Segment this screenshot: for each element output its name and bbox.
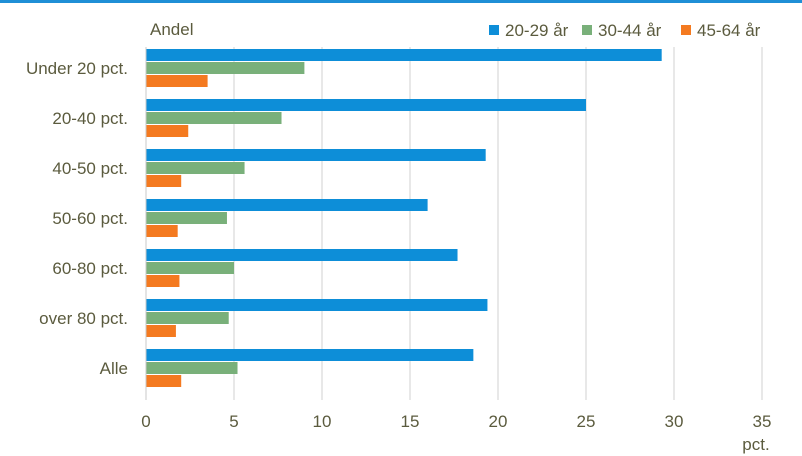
category-label: over 80 pct. xyxy=(39,309,128,328)
legend-label: 45-64 år xyxy=(697,21,761,40)
x-tick-label: 20 xyxy=(489,412,508,431)
legend: 20-29 år 30-44 år 45-64 år xyxy=(489,21,761,40)
x-tick-label: 35 xyxy=(753,412,772,431)
bar-60-80-pct-30-44-r xyxy=(146,262,234,274)
x-tick-label: 25 xyxy=(577,412,596,431)
bar-over-80-pct-45-64-r xyxy=(146,325,176,337)
bars xyxy=(146,49,662,387)
y-axis-title: Andel xyxy=(150,20,193,39)
bar-under-20-pct-30-44-r xyxy=(146,62,305,74)
x-tick-label: 30 xyxy=(665,412,684,431)
category-labels: Under 20 pct. 20-40 pct. 40-50 pct. 50-60 p… xyxy=(26,59,128,378)
legend-swatch-20-29-r xyxy=(489,25,499,35)
x-tick-label: 15 xyxy=(401,412,420,431)
bar-40-50-pct-45-64-r xyxy=(146,175,182,187)
bar-40-50-pct-30-44-r xyxy=(146,162,245,174)
category-label: 60-80 pct. xyxy=(52,259,128,278)
x-tick-label: 0 xyxy=(141,412,150,431)
x-tick-label: 10 xyxy=(313,412,332,431)
legend-label: 30-44 år xyxy=(598,21,662,40)
x-axis-unit: pct. xyxy=(742,435,769,454)
x-ticks: 0 5 10 15 20 25 30 35 xyxy=(141,412,771,431)
category-label: Under 20 pct. xyxy=(26,59,128,78)
bar-50-60-pct-20-29-r xyxy=(146,199,428,211)
bar-alle-20-29-r xyxy=(146,349,474,361)
bar-50-60-pct-30-44-r xyxy=(146,212,227,224)
legend-label: 20-29 år xyxy=(505,21,569,40)
category-label: 40-50 pct. xyxy=(52,159,128,178)
bar-alle-45-64-r xyxy=(146,375,182,387)
bar-50-60-pct-45-64-r xyxy=(146,225,178,237)
bar-over-80-pct-30-44-r xyxy=(146,312,229,324)
x-tick-label: 5 xyxy=(229,412,238,431)
bar-alle-30-44-r xyxy=(146,362,238,374)
category-label: 20-40 pct. xyxy=(52,109,128,128)
bar-20-40-pct-20-29-r xyxy=(146,99,586,111)
category-label: Alle xyxy=(100,359,128,378)
bar-40-50-pct-20-29-r xyxy=(146,149,486,161)
bar-under-20-pct-45-64-r xyxy=(146,75,208,87)
bar-20-40-pct-45-64-r xyxy=(146,125,189,137)
category-label: 50-60 pct. xyxy=(52,209,128,228)
legend-swatch-30-44-r xyxy=(582,25,592,35)
bar-over-80-pct-20-29-r xyxy=(146,299,488,311)
bar-60-80-pct-20-29-r xyxy=(146,249,458,261)
bar-under-20-pct-20-29-r xyxy=(146,49,662,61)
bar-60-80-pct-45-64-r xyxy=(146,275,180,287)
top-rule xyxy=(0,0,802,3)
bar-20-40-pct-30-44-r xyxy=(146,112,282,124)
legend-swatch-45-64-r xyxy=(681,25,691,35)
